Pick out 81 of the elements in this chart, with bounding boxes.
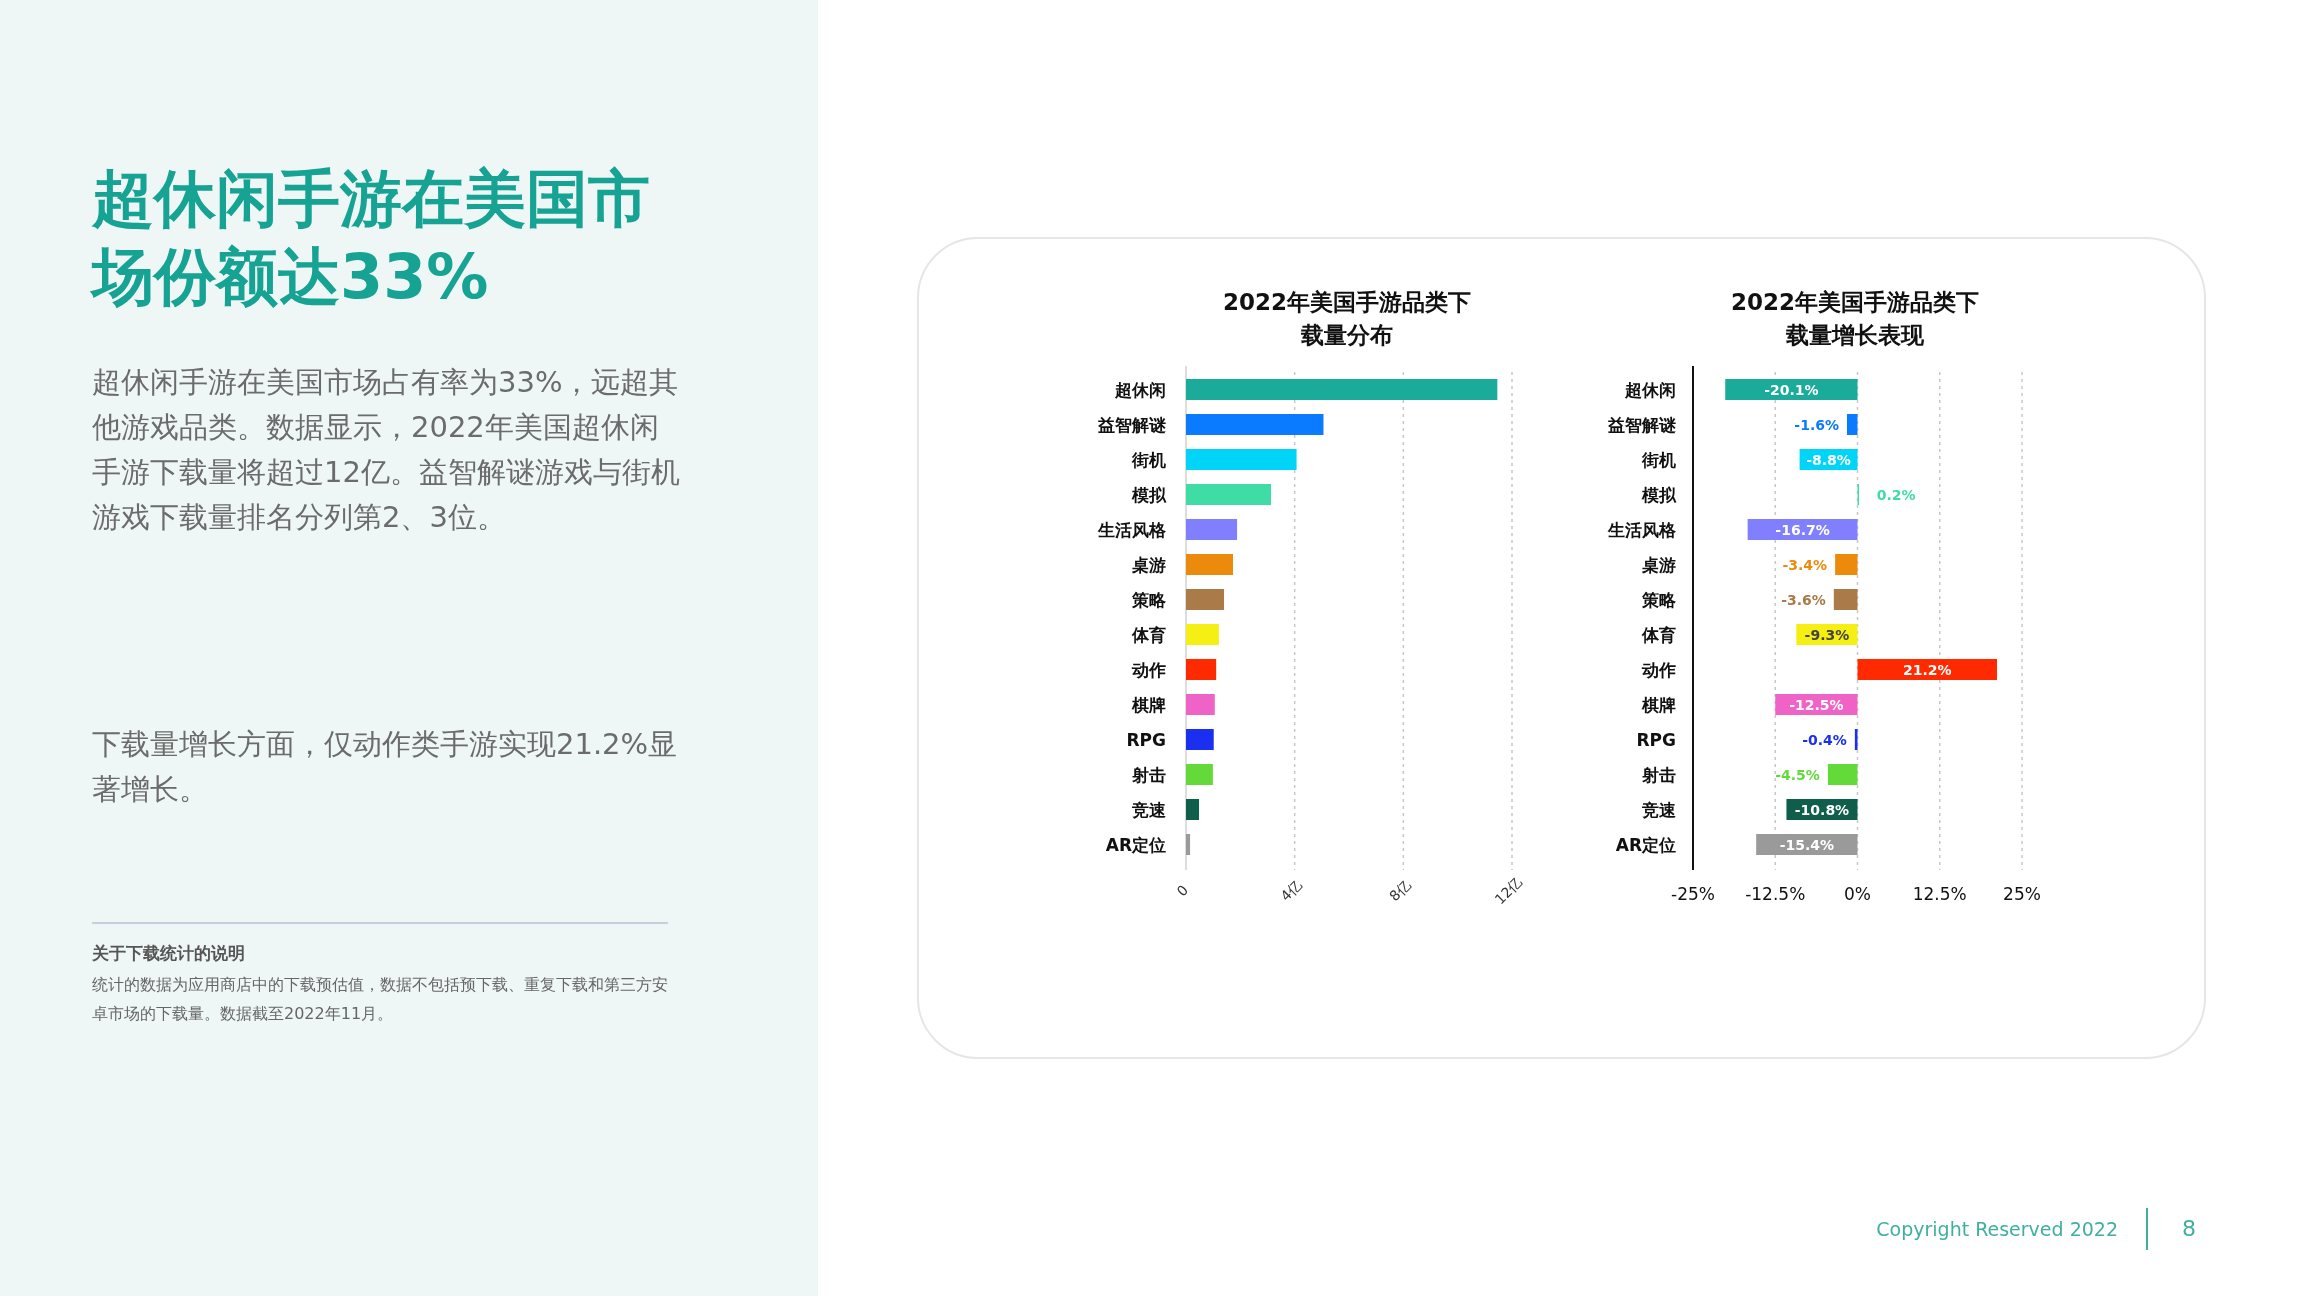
y-tick-label: 射击 [1641,764,1676,785]
bar [1857,659,1997,680]
y-tick-label: 模拟 [1131,484,1167,505]
chart-title: 2022年美国手游品类下载量增长表现 [1730,288,1980,350]
data-label: 0.2% [1876,486,1916,503]
bar [1854,729,1858,750]
y-tick-label: 竞速 [1131,799,1166,820]
bar [1186,624,1219,645]
text: 关于下载统计的说明 [92,942,245,965]
bar [1725,379,1858,400]
y-tick-label: RPG [1126,729,1166,750]
data-label: 21.2% [1902,661,1952,678]
data-label: -3.6% [1781,591,1826,608]
bar [1186,834,1191,855]
bar [1186,659,1217,680]
data-label: -4.5% [1775,766,1820,783]
data-label: -1.6% [1794,416,1839,433]
x-tick-label: 8亿 [1386,876,1414,905]
bar [1186,414,1324,435]
bar [1186,589,1225,610]
bar [1186,484,1272,505]
y-tick-label: 超休闲 [1114,379,1166,400]
y-tick-label: 动作 [1131,659,1166,680]
bar [1186,554,1233,575]
x-tick-label: 25% [2003,884,2041,904]
data-label: -8.8% [1806,451,1851,468]
bar [1186,764,1213,785]
y-tick-label: 桌游 [1641,554,1676,575]
x-tick-label: -25% [1671,884,1715,904]
bar [1833,589,1858,610]
data-label: -16.7% [1775,521,1830,538]
x-tick-label: 0 [1173,881,1192,900]
text: 统计的数据为应用商店中的下载预估值，数据不包括预下载、重复下载和第三方安卓市场的下载量。数据截至2022年11月。 [92,974,669,1025]
bar [1186,799,1200,820]
text: 8 [2182,1216,2196,1241]
bar [1186,694,1215,715]
y-tick-label: 棋牌 [1131,694,1166,715]
data-label: -10.8% [1794,801,1850,818]
data-label: -0.4% [1802,731,1847,748]
x-tick-label: -12.5% [1745,884,1806,904]
text: Copyright Reserved 2022 [1876,1218,2118,1240]
y-tick-label: 体育 [1641,624,1676,645]
y-tick-label: 体育 [1131,624,1166,645]
y-tick-label: 桌游 [1131,554,1166,575]
y-tick-label: 竞速 [1641,799,1676,820]
y-tick-label: 模拟 [1641,484,1677,505]
y-tick-label: 街机 [1641,449,1676,470]
chart-title: 2022年美国手游品类下载量分布 [1222,288,1472,350]
y-tick-label: AR定位 [1615,834,1676,855]
y-tick-label: 超休闲 [1624,379,1676,400]
y-tick-label: 策略 [1641,589,1677,610]
bar [1846,414,1858,435]
data-label: -20.1% [1764,381,1819,398]
x-tick-label: 4亿 [1277,876,1305,905]
y-tick-label: 策略 [1131,589,1167,610]
y-tick-label: 益智解谜 [1097,414,1166,435]
bar [1186,379,1498,400]
data-label: -15.4% [1779,836,1835,853]
data-label: -3.4% [1782,556,1828,573]
text: 下载量增长方面，仅动作类手游实现21.2%显著增长。 [92,726,679,808]
bar [1827,764,1858,785]
text: 超休闲手游在美国市场份额达33% [92,161,651,315]
x-tick-label: 0% [1844,884,1871,904]
data-label: -9.3% [1804,626,1850,643]
bar [1186,519,1238,540]
x-tick-label: 12亿 [1491,873,1526,908]
y-tick-label: 街机 [1131,449,1166,470]
bar [1835,554,1858,575]
y-tick-label: 射击 [1131,764,1166,785]
bar [1186,449,1297,470]
y-tick-label: AR定位 [1105,834,1166,855]
y-tick-label: 生活风格 [1607,519,1677,540]
y-tick-label: 生活风格 [1097,519,1167,540]
bar [1186,729,1214,750]
y-tick-label: RPG [1636,729,1676,750]
x-tick-label: 12.5% [1912,884,1967,904]
text: 超休闲手游在美国市场占有率为33%，远超其他游戏品类。数据显示，2022年美国超休闲手游下载量将超过12亿。益智解谜游戏与街机游戏下载量排名分列第2、3位。 [92,364,681,536]
y-tick-label: 动作 [1641,659,1676,680]
y-tick-label: 棋牌 [1641,694,1676,715]
y-tick-label: 益智解谜 [1607,414,1676,435]
data-label: -12.5% [1789,696,1844,713]
